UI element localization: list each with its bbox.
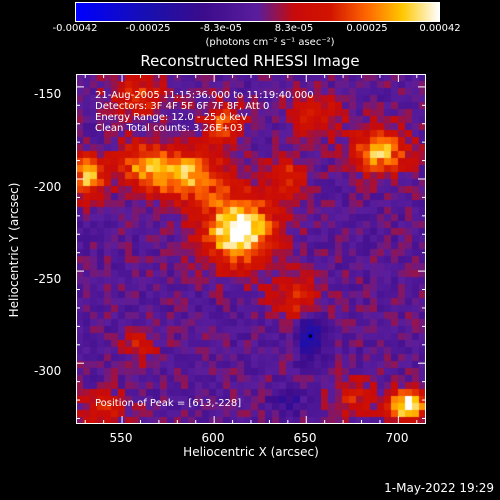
peak-position: Position of Peak = [613,-228] <box>95 398 242 409</box>
heatmap-image <box>76 74 426 424</box>
y-tick-label: -300 <box>34 364 62 378</box>
y-tick-label: -150 <box>34 87 62 101</box>
x-tick-label: 600 <box>201 431 225 445</box>
x-tick-label: 700 <box>385 431 409 445</box>
x-tick-label: 550 <box>109 431 133 445</box>
colorbar-tick-label: -0.00025 <box>125 23 171 34</box>
y-tick-label: -250 <box>34 272 62 286</box>
energy-range: Energy Range: 12.0 - 25.0 keV <box>95 112 248 123</box>
plot-title: Reconstructed RHESSI Image <box>140 52 360 70</box>
method-total-counts: Clean Total counts: 3.26E+03 <box>95 123 243 134</box>
colorbar-tick-label: 0.00025 <box>346 23 388 34</box>
x-axis-label: Heliocentric X (arcsec) <box>183 445 319 459</box>
colorbar-tick-label: 8.3e-05 <box>274 23 314 34</box>
colorbar-tick-label: -0.00042 <box>52 23 98 34</box>
colorbar-tick-label: 0.00042 <box>419 23 461 34</box>
x-tick-label: 650 <box>293 431 317 445</box>
detectors-info: Detectors: 3F 4F 5F 6F 7F 8F, Att 0 <box>95 101 270 112</box>
y-tick-label: -200 <box>34 180 62 194</box>
colorbar-tick-label: -8.3e-05 <box>200 23 242 34</box>
y-axis-label: Heliocentric Y (arcsec) <box>7 182 21 318</box>
colorbar <box>75 2 440 22</box>
colorbar-units: (photons cm⁻² s⁻¹ asec⁻²) <box>205 37 335 48</box>
observation-time: 21-Aug-2005 11:15:36.000 to 11:19:40.000 <box>95 90 314 101</box>
footer-date: 1-May-2022 19:29 <box>384 481 494 495</box>
